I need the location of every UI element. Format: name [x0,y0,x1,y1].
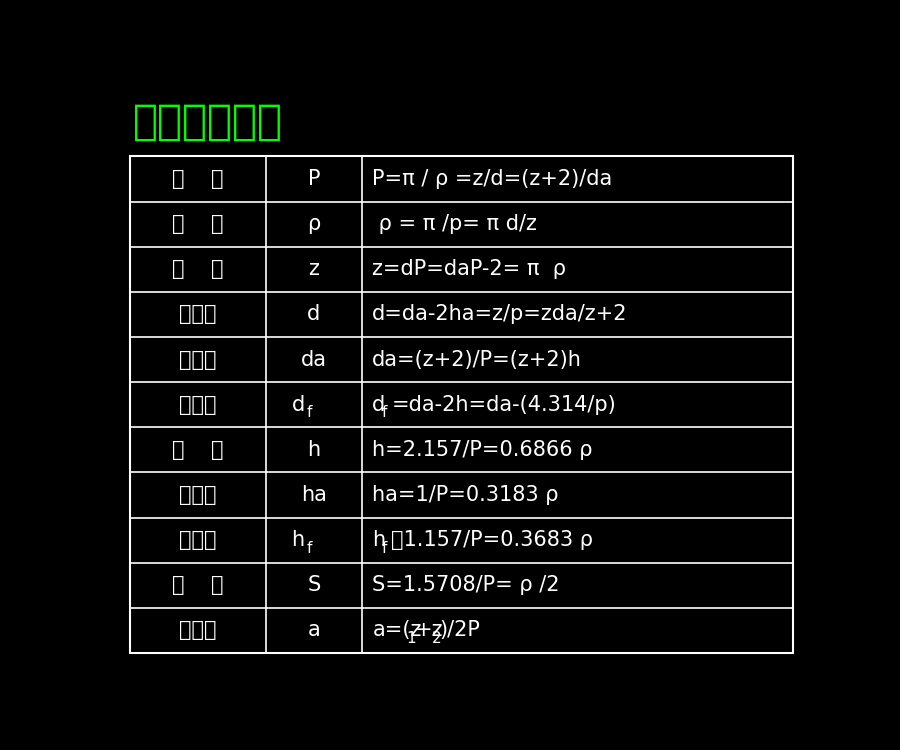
Text: 1: 1 [407,631,416,646]
Text: 齿根高: 齿根高 [179,530,217,550]
Text: h: h [292,530,305,550]
Text: 齿顶圆: 齿顶圆 [179,350,217,370]
Text: 径    节: 径 节 [172,169,223,189]
Text: h: h [373,530,385,550]
Text: f: f [306,541,311,556]
Text: 齿    数: 齿 数 [172,260,223,279]
Text: z=dP=daP-2= π  ρ: z=dP=daP-2= π ρ [373,260,566,279]
Text: d: d [307,304,320,325]
Text: 齿    高: 齿 高 [172,440,223,460]
Text: h: h [307,440,320,460]
Text: z: z [309,260,320,279]
Text: ha=1/P=0.3183 ρ: ha=1/P=0.3183 ρ [373,485,559,505]
Text: da: da [301,350,327,370]
Text: f: f [382,405,387,420]
Text: )/2P: )/2P [439,620,481,640]
Text: S=1.5708/P= ρ /2: S=1.5708/P= ρ /2 [373,575,560,596]
Text: P: P [308,169,320,189]
Text: 2: 2 [431,631,441,646]
Text: +z: +z [415,620,443,640]
Text: =da-2h=da-(4.314/p): =da-2h=da-(4.314/p) [392,394,616,415]
Text: ha: ha [301,485,327,505]
Text: 中心距: 中心距 [179,620,217,640]
Text: ρ: ρ [307,214,320,234]
Bar [130,157,793,653]
Text: a=(z: a=(z [373,620,422,640]
Text: f: f [382,541,387,556]
Text: a: a [308,620,320,640]
Text: da=(z+2)/P=(z+2)h: da=(z+2)/P=(z+2)h [373,350,582,370]
Text: ρ = π /p= π d/z: ρ = π /p= π d/z [373,214,537,234]
Text: 齿根圆: 齿根圆 [179,394,217,415]
Text: 齿    距: 齿 距 [172,214,223,234]
Text: ＝1.157/P=0.3683 ρ: ＝1.157/P=0.3683 ρ [392,530,593,550]
Text: 齿    厉: 齿 厉 [172,575,223,596]
Text: 齿顶高: 齿顶高 [179,485,217,505]
Text: d: d [292,394,305,415]
Text: f: f [306,405,311,420]
Text: P=π / ρ =z/d=(z+2)/da: P=π / ρ =z/d=(z+2)/da [373,169,613,189]
Text: 直齿径节齿轮: 直齿径节齿轮 [133,100,284,142]
Text: d=da-2ha=z/p=zda/z+2: d=da-2ha=z/p=zda/z+2 [373,304,628,325]
Text: S: S [307,575,320,596]
Text: d: d [373,394,385,415]
Text: 分度圆: 分度圆 [179,304,217,325]
Text: h=2.157/P=0.6866 ρ: h=2.157/P=0.6866 ρ [373,440,593,460]
